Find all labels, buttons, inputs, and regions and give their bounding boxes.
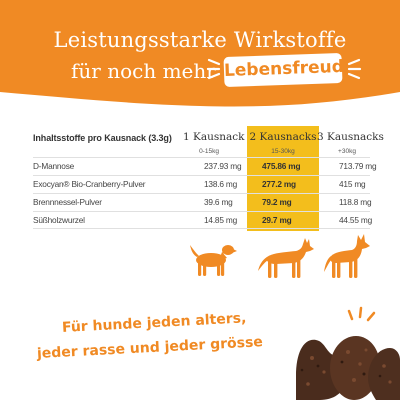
- column-header-2: 2 Kausnacks: [249, 131, 317, 143]
- slogan-line-1: Für hunde jeden alters,: [61, 310, 247, 336]
- highlighted-column-background: [247, 126, 319, 231]
- value-3-snacks: 713.79 mg: [339, 161, 377, 171]
- value-2-snacks: 277.2 mg: [262, 179, 296, 189]
- value-1-snack: 39.6 mg: [204, 197, 233, 207]
- treat-right: [368, 348, 400, 400]
- table-row: Brennnessel-Pulver 39.6 mg 79.2 mg 118.8…: [33, 193, 372, 211]
- highlight-word: Lebensfreude: [223, 56, 356, 82]
- small-dog-icon: [190, 245, 237, 276]
- value-2-snacks: 475.86 mg: [262, 161, 301, 171]
- treat-middle: [330, 336, 380, 400]
- column-header-1: 1 Kausnack: [183, 131, 245, 143]
- large-dog-icon: [324, 234, 370, 278]
- value-1-snack: 138.6 mg: [204, 179, 237, 189]
- treats-image: [296, 306, 400, 400]
- value-3-snacks: 44.55 mg: [339, 215, 372, 225]
- value-3-snacks: 118.8 mg: [339, 197, 372, 207]
- headline-line-2: für noch mehr: [71, 59, 216, 83]
- value-2-snacks: 29.7 mg: [262, 215, 292, 225]
- ingredient-name: Süßholzwurzel: [33, 215, 85, 225]
- value-1-snack: 237.93 mg: [204, 161, 242, 171]
- column-subheader-2: 15-30kg: [271, 148, 295, 155]
- sparkle-dashes-left: [206, 58, 221, 80]
- column-subheader-1: 0-15kg: [199, 148, 219, 155]
- table-row: Exocyan® Bio-Cranberry-Pulver 138.6 mg 2…: [33, 175, 370, 193]
- value-2-snacks: 79.2 mg: [262, 197, 292, 207]
- value-3-snacks: 415 mg: [339, 179, 366, 189]
- sparkle-dashes-right: [347, 58, 362, 80]
- table-title: Inhaltsstoffe pro Kausnack (3.3g): [33, 133, 172, 143]
- ingredient-name: Exocyan® Bio-Cranberry-Pulver: [33, 179, 146, 189]
- column-header-3: 3 Kausnacks: [317, 131, 384, 143]
- table-row: Süßholzwurzel 14.85 mg 29.7 mg 44.55 mg: [33, 211, 372, 229]
- slogan-line-2: jeder rasse und jeder grösse: [36, 334, 264, 362]
- value-1-snack: 14.85 mg: [204, 215, 237, 225]
- medium-dog-icon: [258, 238, 314, 278]
- header-banner: Leistungsstarke Wirkstoffe für noch mehr…: [0, 0, 400, 108]
- ingredient-name: Brennnessel-Pulver: [33, 197, 102, 207]
- column-subheader-3: +30kg: [338, 148, 356, 155]
- table-row: D-Mannose 237.93 mg 475.86 mg 713.79 mg: [33, 157, 377, 175]
- sparkle-dashes-treats: [347, 306, 376, 322]
- ingredient-name: D-Mannose: [33, 161, 75, 171]
- headline-line-1: Leistungsstarke Wirkstoffe: [53, 28, 347, 52]
